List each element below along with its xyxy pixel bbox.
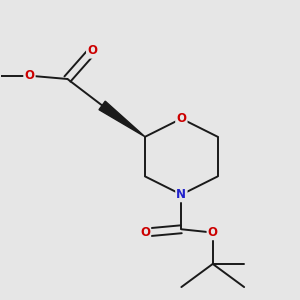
Text: O: O — [25, 69, 34, 82]
Polygon shape — [99, 101, 145, 137]
Text: O: O — [208, 226, 218, 239]
Text: O: O — [140, 226, 150, 239]
Text: N: N — [176, 188, 186, 201]
Text: O: O — [176, 112, 186, 125]
Text: O: O — [87, 44, 97, 57]
